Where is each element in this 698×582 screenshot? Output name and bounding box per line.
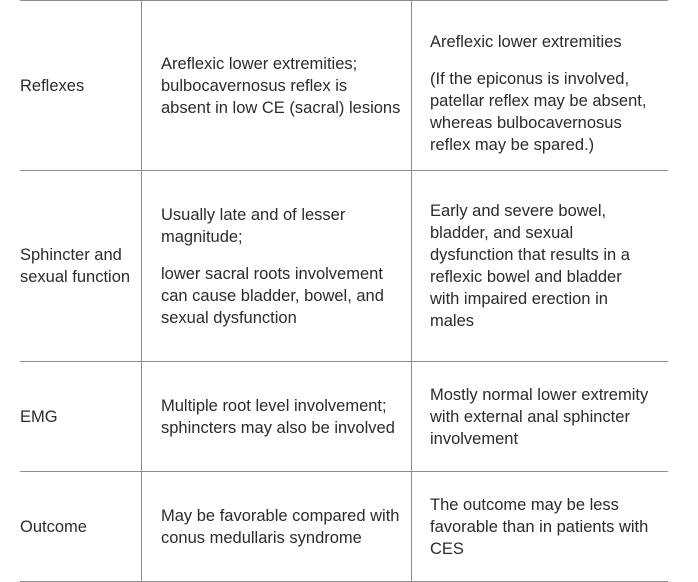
cell-text: The outcome may be less favorable than i… [430,495,649,558]
row-label: Outcome [20,471,142,582]
table-row: Sphincter and sexual function Usually la… [20,170,668,362]
column-2-cell: May be favorable compared with conus med… [141,471,412,582]
column-2-cell: Multiple root level involvement; sphinct… [141,361,412,472]
table-row: Outcome May be favorable compared with c… [20,471,668,582]
row-label: Sphincter and sexual function [20,170,142,362]
column-3-cell: Areflexic lower extremities (If the epic… [411,0,668,171]
column-2-cell: Usually late and of lesser magnitude; lo… [141,170,412,362]
cell-text: May be favorable compared with conus med… [161,506,400,547]
column-2-cell: Areflexic lower extremities; bulbocavern… [141,0,412,171]
row-label: Reflexes [20,0,142,171]
cell-text: lower sacral roots involvement can cause… [161,264,384,327]
row-label: EMG [20,361,142,472]
cell-text: Usually late and of lesser magnitude; [161,205,346,246]
cell-text: Areflexic lower extremities [430,32,622,51]
cell-text: (If the epiconus is involved, patellar r… [430,69,647,154]
cell-text: Areflexic lower extremities; bulbocavern… [161,55,401,117]
cell-text: Mostly normal lower extremity with exter… [430,385,649,448]
cell-text: Multiple root level involvement; sphinct… [161,396,395,437]
column-3-cell: Early and severe bowel, bladder, and sex… [411,170,668,362]
column-3-cell: Mostly normal lower extremity with exter… [411,361,668,472]
comparison-table: Reflexes Areflexic lower extremities; bu… [20,0,668,582]
table-row: EMG Multiple root level involvement; sph… [20,361,668,472]
table-row: Reflexes Areflexic lower extremities; bu… [20,0,668,171]
column-3-cell: The outcome may be less favorable than i… [411,471,668,582]
cell-text: Early and severe bowel, bladder, and sex… [430,202,630,330]
